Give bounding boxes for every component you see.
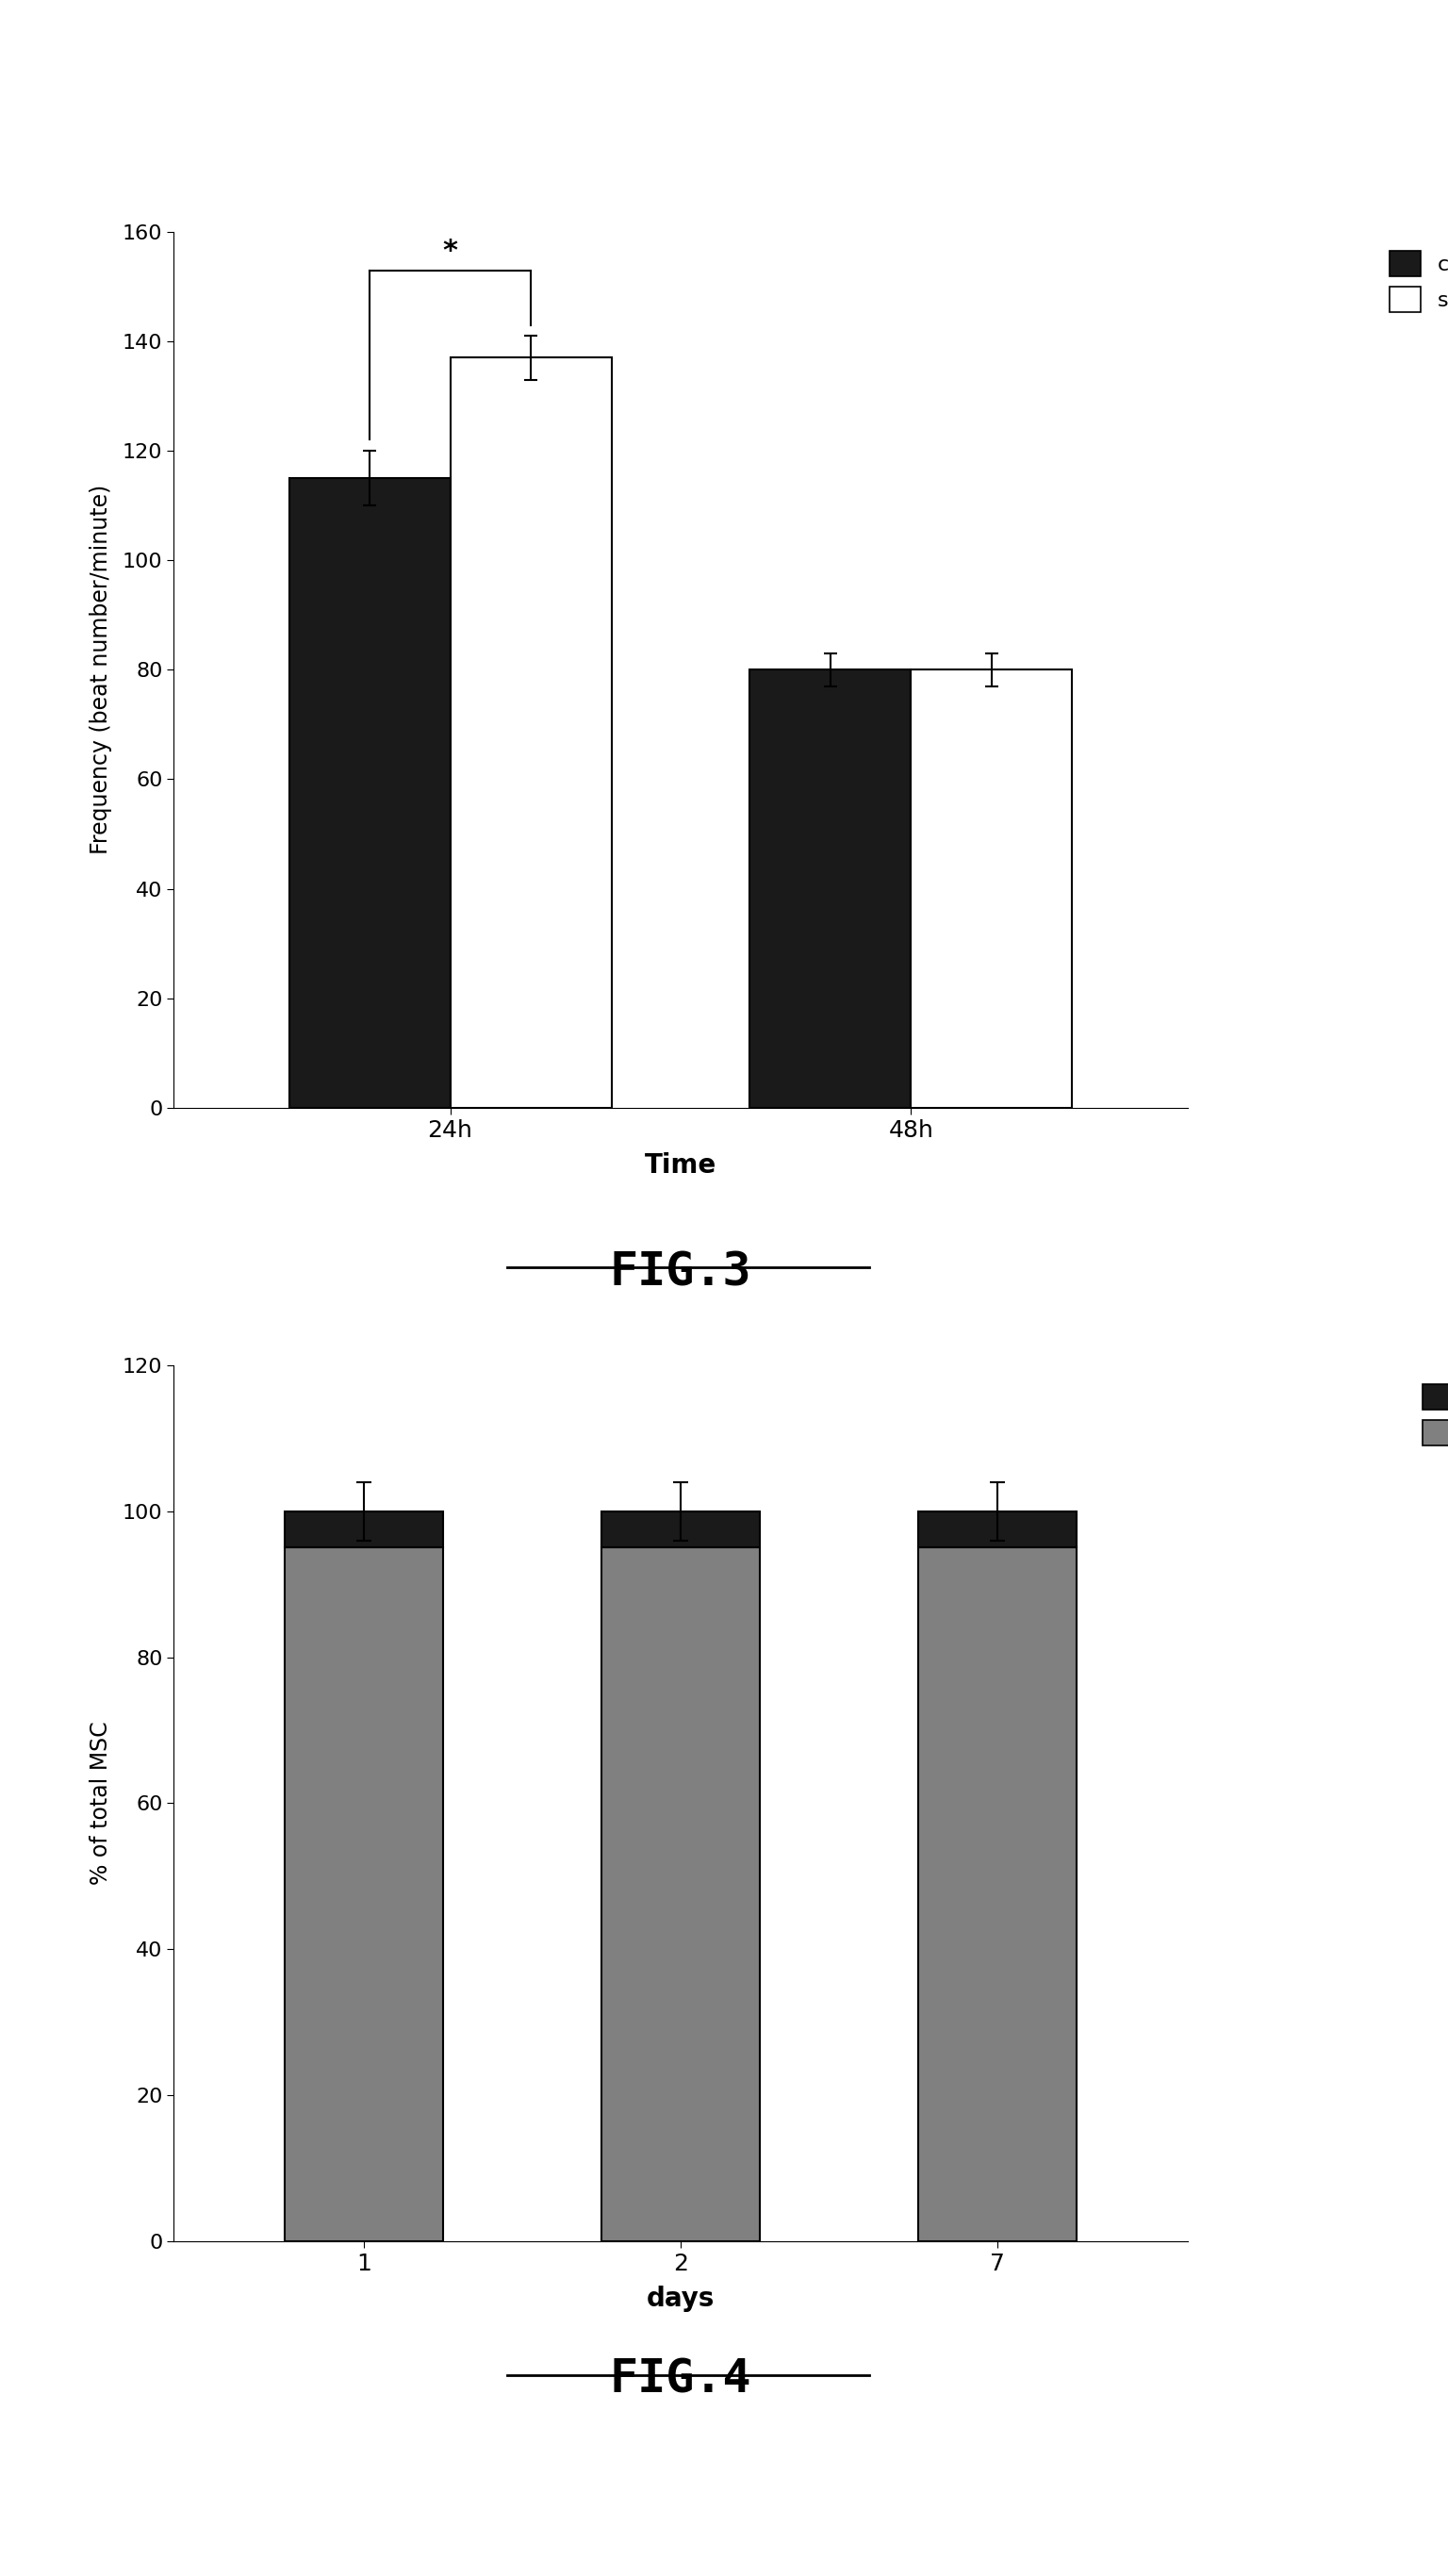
- Text: FIG.4: FIG.4: [610, 2357, 752, 2403]
- Bar: [918, 1548, 1076, 2241]
- Bar: [750, 670, 911, 1108]
- Text: FIG.3: FIG.3: [610, 1249, 752, 1296]
- Bar: [601, 1548, 760, 2241]
- Bar: [918, 1512, 1076, 1548]
- Legend: control, si-HPMC: control, si-HPMC: [1381, 242, 1448, 319]
- Bar: [285, 1512, 443, 1548]
- Y-axis label: Frequency (beat number/minute): Frequency (beat number/minute): [90, 484, 111, 855]
- Legend: dead, live: dead, live: [1415, 1376, 1448, 1453]
- Y-axis label: % of total MSC: % of total MSC: [90, 1721, 111, 1886]
- Bar: [450, 358, 611, 1108]
- X-axis label: Time: Time: [644, 1151, 717, 1177]
- Bar: [290, 479, 450, 1108]
- Text: *: *: [443, 237, 458, 265]
- Bar: [601, 1512, 760, 1548]
- Bar: [911, 670, 1072, 1108]
- X-axis label: days: days: [646, 2285, 715, 2311]
- Bar: [285, 1548, 443, 2241]
